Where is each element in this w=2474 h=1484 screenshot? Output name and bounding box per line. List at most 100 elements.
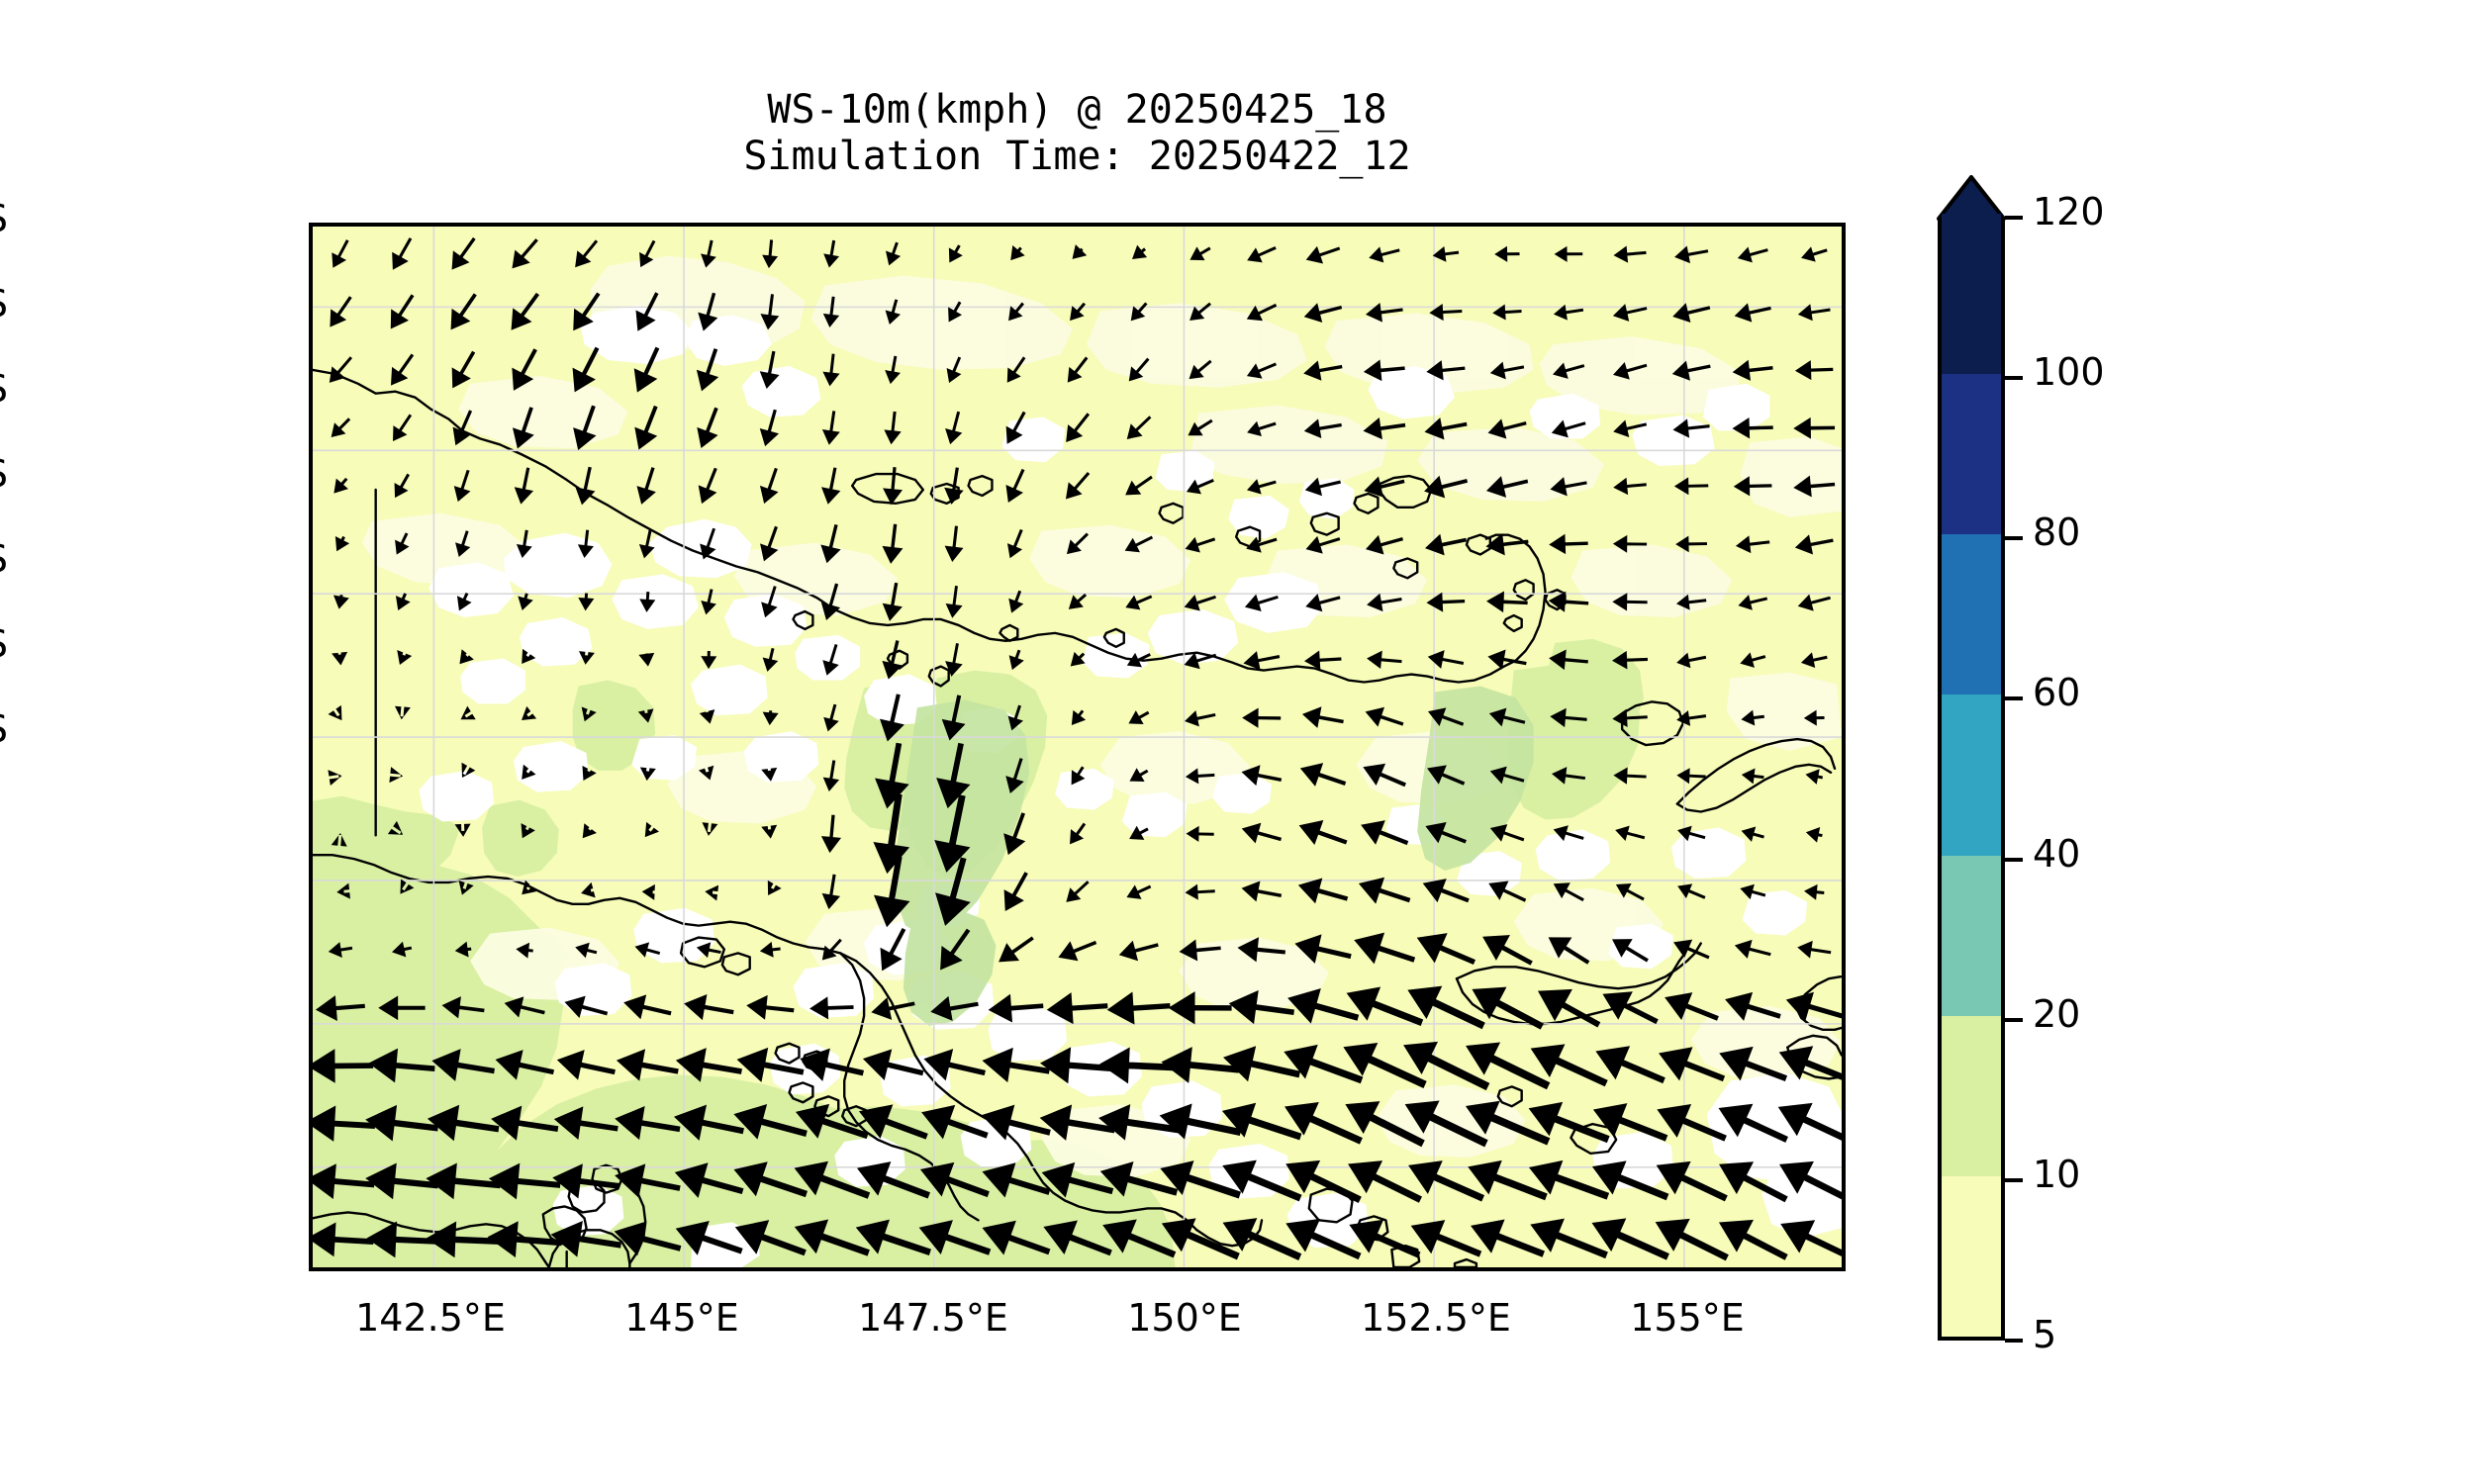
- wind-vector-arrow: [1780, 1220, 1842, 1257]
- wind-vector-arrow: [1487, 649, 1527, 670]
- wind-vector-arrow: [458, 880, 474, 895]
- wind-vector-arrow: [1612, 650, 1649, 670]
- wind-vector-arrow: [1800, 652, 1828, 669]
- wind-vector-arrow: [1489, 361, 1525, 380]
- wind-vector-arrow: [1530, 1044, 1608, 1087]
- wind-vector-arrow: [759, 409, 780, 447]
- wind-vector-arrow: [1612, 534, 1648, 553]
- wind-vector-arrow: [823, 703, 839, 732]
- wind-vector-arrow: [1066, 413, 1091, 443]
- wind-vector-arrow: [1132, 244, 1148, 259]
- wind-vector-arrow: [522, 648, 536, 665]
- wind-vector-arrow: [1188, 418, 1213, 436]
- wind-vector-arrow: [1732, 417, 1773, 439]
- wind-vector-arrow: [698, 292, 718, 331]
- wind-vector-arrow: [1010, 245, 1025, 261]
- colorbar-tick-label: 60: [2033, 671, 2081, 715]
- wind-vector-arrow: [1363, 763, 1406, 788]
- wind-vector-arrow: [368, 1048, 435, 1083]
- wind-vector-arrow: [639, 591, 656, 612]
- wind-vector-arrow: [1424, 417, 1468, 440]
- xtick-label-6: 155°E: [1630, 1296, 1745, 1340]
- wind-vector-arrow: [746, 994, 795, 1020]
- wind-vector-arrow: [1595, 1046, 1665, 1084]
- wind-vector-arrow: [577, 529, 594, 559]
- wind-vector-arrow: [1242, 707, 1282, 728]
- wind-vector-arrow: [1184, 595, 1216, 611]
- wind-vector-arrow: [1161, 1047, 1240, 1083]
- wind-vector-arrow: [1365, 706, 1404, 727]
- wind-vector-arrow: [821, 411, 840, 445]
- wind-vector-arrow: [366, 1221, 437, 1258]
- wind-vector-arrow: [882, 640, 903, 680]
- wind-vector-arrow: [1367, 593, 1402, 612]
- wind-vector-arrow: [1472, 986, 1544, 1030]
- wind-vector-arrow: [639, 767, 656, 782]
- wind-vector-arrow: [880, 928, 906, 972]
- wind-vector-arrow: [1361, 820, 1409, 846]
- wind-vector-arrow: [1429, 304, 1463, 322]
- wind-vector-arrow: [1471, 1219, 1545, 1257]
- xtick-label-2: 145°E: [624, 1296, 739, 1340]
- wind-vector-arrow: [1179, 939, 1221, 962]
- wind-vector-arrow: [1530, 1218, 1608, 1259]
- wind-vector-arrow: [1354, 932, 1416, 965]
- wind-vector-arrow: [873, 793, 910, 875]
- wind-vector-arrow: [1005, 411, 1026, 444]
- wind-vector-arrow: [1066, 532, 1090, 555]
- wind-vector-arrow: [390, 294, 415, 329]
- wind-vector-arrow: [1346, 986, 1424, 1027]
- wind-vector-arrow: [1486, 591, 1528, 613]
- wind-vector-arrow: [1185, 768, 1215, 785]
- wind-vector-arrow: [1161, 1218, 1240, 1260]
- wind-vector-arrow: [579, 651, 595, 665]
- wind-vector-arrow: [431, 1049, 495, 1081]
- wind-vector-arrow: [1365, 303, 1403, 323]
- wind-vector-arrow: [1128, 710, 1150, 724]
- colorbar-tick-label: 40: [2033, 831, 2081, 876]
- wind-vector-arrow: [1125, 595, 1153, 610]
- wind-vector-arrow: [1422, 879, 1470, 903]
- wind-vector-arrow: [1488, 881, 1527, 902]
- wind-vector-arrow: [1718, 1103, 1788, 1143]
- wind-vector-arrow: [564, 995, 609, 1019]
- wind-vector-arrow: [328, 770, 342, 787]
- wind-vector-arrow: [1416, 933, 1476, 966]
- wind-vector-arrow: [1247, 420, 1277, 436]
- wind-vector-arrow: [698, 765, 714, 781]
- wind-vector-arrow: [633, 346, 660, 393]
- wind-vector-arrow: [1066, 881, 1090, 902]
- wind-vector-arrow: [1305, 245, 1341, 264]
- wind-vector-arrow: [1803, 883, 1825, 900]
- title-line-simulation-time: Simulation Time: 20250422_12: [743, 134, 1411, 180]
- wind-vector-arrow: [1548, 937, 1590, 965]
- wind-vector-arrow: [856, 1161, 930, 1199]
- wind-vector-arrow: [1222, 1218, 1302, 1260]
- wind-vector-arrow: [1548, 591, 1589, 612]
- wind-vector-arrow: [883, 467, 904, 506]
- wind-vector-arrow: [1299, 763, 1347, 787]
- wind-vector-arrow: [761, 586, 778, 618]
- wind-vector-arrow: [1301, 706, 1344, 728]
- wind-vector-arrow: [1427, 765, 1466, 786]
- wind-vector-arrow: [1427, 650, 1465, 669]
- wind-vector-arrow: [615, 1106, 681, 1141]
- wind-vector-arrow: [684, 993, 734, 1021]
- wind-vector-arrow: [820, 814, 842, 854]
- wind-vector-arrow: [394, 705, 411, 720]
- wind-vector-arrow: [935, 857, 971, 926]
- wind-vector-arrow: [700, 527, 716, 560]
- wind-vector-arrow: [936, 742, 971, 809]
- wind-vector-arrow: [334, 535, 350, 552]
- wind-vector-arrow: [1672, 303, 1711, 323]
- wind-vector-arrow: [1488, 707, 1526, 727]
- wind-vector-arrow: [395, 593, 411, 611]
- colorbar-segment: [1942, 1175, 2001, 1337]
- wind-vector-arrow: [1671, 360, 1711, 381]
- wind-vector-arrow: [767, 880, 782, 896]
- wind-vector-arrow: [1494, 245, 1520, 262]
- colorbar-body: [1938, 214, 2005, 1341]
- wind-vector-arrow: [451, 236, 476, 270]
- wind-vector-arrow: [1099, 1047, 1179, 1084]
- wind-vector-arrow: [1794, 360, 1834, 381]
